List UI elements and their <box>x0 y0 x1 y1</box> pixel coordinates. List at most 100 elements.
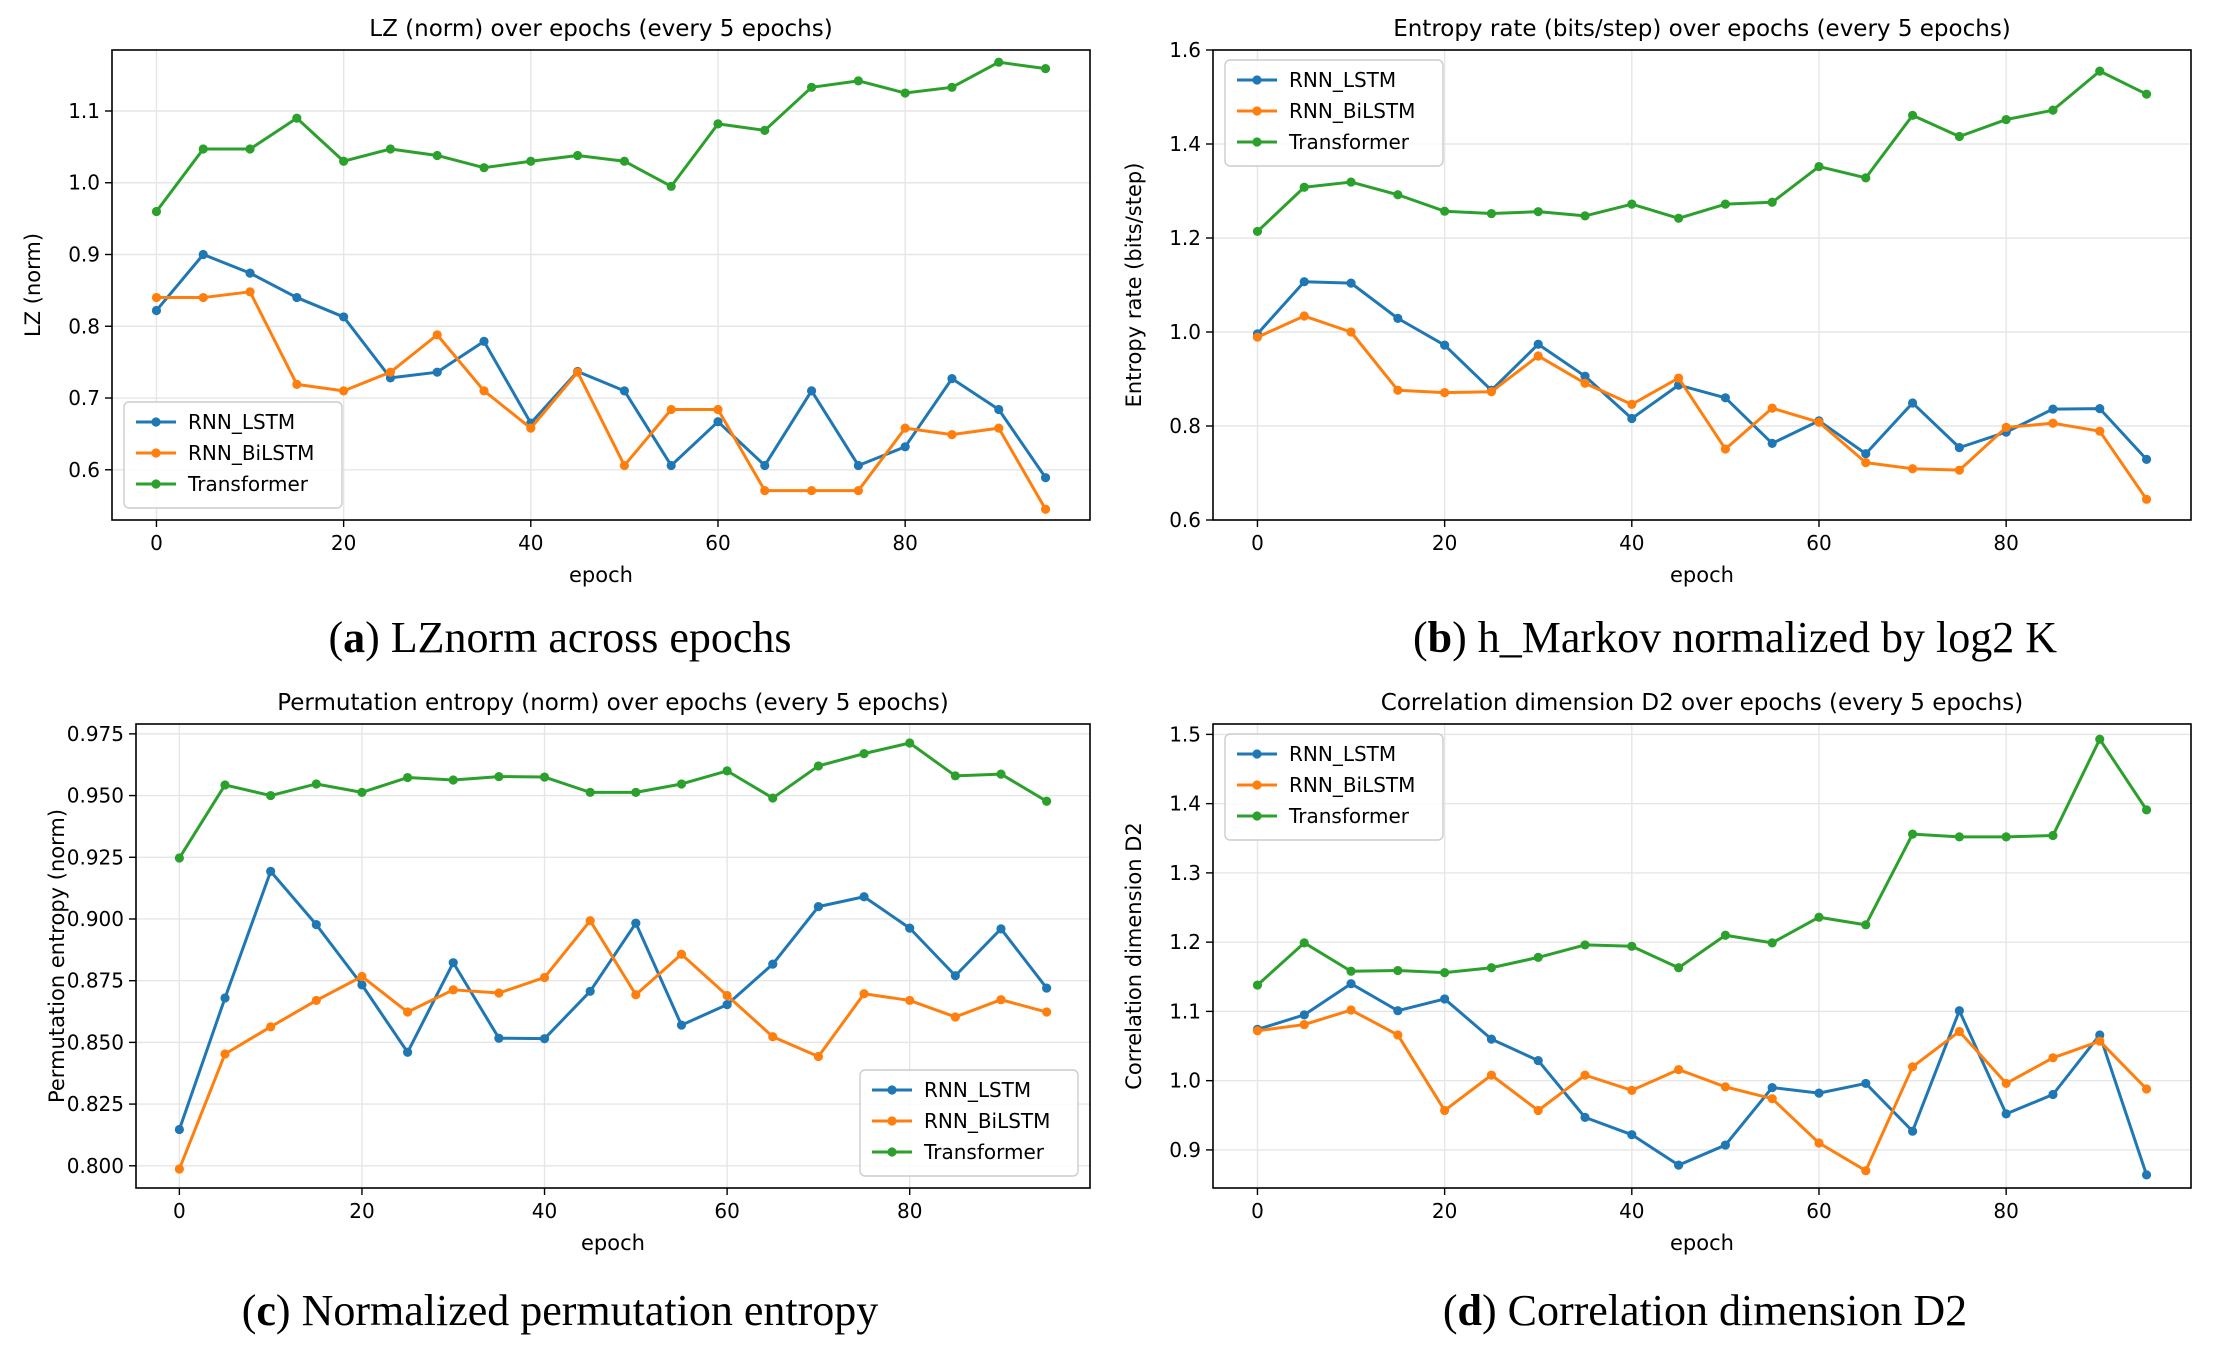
chart-title: Entropy rate (bits/step) over epochs (ev… <box>1393 16 2011 42</box>
data-point-rnn-bilstm <box>994 423 1004 433</box>
data-point-transformer <box>905 738 915 748</box>
data-point-transformer <box>1674 963 1684 973</box>
data-point-rnn-bilstm <box>1252 1026 1263 1036</box>
data-point-transformer <box>448 775 458 785</box>
data-point-transformer <box>245 144 255 154</box>
caption-paren-open: ( <box>242 1286 257 1335</box>
data-point-rnn-bilstm <box>2141 494 2152 504</box>
data-point-rnn-lstm <box>174 1124 184 1135</box>
data-point-rnn-bilstm <box>1674 373 1684 383</box>
data-point-transformer <box>1346 966 1356 976</box>
data-point-transformer <box>311 779 321 789</box>
caption-text: Correlation dimension D2 <box>1497 1286 1968 1335</box>
data-point-transformer <box>357 787 367 797</box>
data-point-rnn-lstm <box>539 1034 550 1044</box>
data-point-transformer <box>1346 177 1356 187</box>
data-point-rnn-bilstm <box>174 1164 184 1174</box>
data-point-rnn-lstm <box>1907 398 1918 408</box>
data-point-transformer <box>1767 197 1777 207</box>
data-point-rnn-lstm <box>768 959 778 969</box>
data-point-rnn-lstm <box>1393 313 1403 323</box>
plot-frame <box>1212 723 2192 1189</box>
data-point-transformer <box>1486 963 1497 973</box>
data-point-rnn-lstm <box>1346 278 1356 288</box>
legend-marker <box>887 1085 897 1095</box>
data-point-rnn-lstm <box>494 1033 504 1043</box>
data-point-rnn-lstm <box>2048 404 2058 414</box>
data-point-transformer <box>479 163 489 173</box>
data-point-rnn-bilstm <box>950 1012 960 1022</box>
legend-label: Transformer <box>187 472 309 496</box>
data-point-transformer <box>198 144 208 154</box>
data-point-rnn-lstm <box>996 924 1006 934</box>
data-point-transformer <box>619 156 629 166</box>
data-point-rnn-bilstm <box>760 485 770 496</box>
chart-panel-d: 0 20 40 60 80 0.9 1.0 1.1 1.2 1.3 1.4 1.5 Correlatio… <box>1122 690 2192 1335</box>
data-point-transformer <box>666 181 676 191</box>
data-point-rnn-bilstm <box>1954 465 1964 475</box>
data-point-rnn-lstm <box>666 460 676 471</box>
data-point-transformer <box>1767 938 1777 948</box>
series-line-transformer <box>155 60 1046 213</box>
data-point-rnn-bilstm <box>1767 403 1777 413</box>
x-tick-label: 80 <box>1993 531 2018 555</box>
data-point-rnn-bilstm <box>1440 1105 1450 1116</box>
chart-title: Correlation dimension D2 over epochs (ev… <box>1381 690 2023 716</box>
x-axis-label: epoch <box>1670 563 1734 587</box>
legend-label: RNN_LSTM <box>1289 68 1396 92</box>
data-point-rnn-lstm <box>2095 404 2105 414</box>
x-axis-label: epoch <box>581 1231 645 1255</box>
y-tick-label: 0.900 <box>67 907 124 931</box>
y-tick-label: 1.1 <box>68 99 100 123</box>
data-point-rnn-bilstm <box>1042 1007 1052 1017</box>
y-tick-label: 0.825 <box>67 1092 124 1116</box>
data-point-rnn-lstm <box>1954 443 1964 453</box>
data-point-transformer <box>2141 805 2152 815</box>
y-tick-label: 0.6 <box>68 458 100 482</box>
data-point-transformer <box>1954 131 1964 142</box>
data-point-rnn-bilstm <box>357 971 367 982</box>
data-point-rnn-lstm <box>151 305 162 316</box>
data-point-rnn-bilstm <box>245 287 255 297</box>
x-tick-label: 60 <box>1806 1199 1831 1223</box>
data-point-rnn-bilstm <box>198 292 208 303</box>
data-point-transformer <box>1393 965 1403 976</box>
data-point-transformer <box>1627 199 1637 209</box>
data-point-rnn-lstm <box>1861 449 1871 459</box>
data-point-transformer <box>1042 796 1052 806</box>
data-point-rnn-lstm <box>2048 1089 2058 1100</box>
panel-caption: (a) LZnorm across epochs <box>328 613 791 662</box>
data-point-transformer <box>174 853 184 863</box>
legend: RNN_LSTM RNN_BiLSTM Transformer <box>1224 733 1444 841</box>
data-point-transformer <box>1720 930 1730 940</box>
x-tick-label: 20 <box>349 1199 374 1223</box>
legend-label: RNN_LSTM <box>188 410 295 434</box>
data-point-rnn-bilstm <box>1252 332 1263 342</box>
legend-label: RNN_BiLSTM <box>924 1109 1050 1133</box>
data-point-transformer <box>1627 941 1637 951</box>
y-tick-label: 0.850 <box>67 1030 124 1054</box>
caption-letter: c <box>256 1286 276 1335</box>
data-point-rnn-bilstm <box>2141 1084 2152 1094</box>
data-point-transformer <box>1907 110 1918 120</box>
legend-marker <box>1252 75 1262 85</box>
data-point-transformer <box>1252 226 1263 237</box>
data-point-transformer <box>1814 161 1824 172</box>
legend-marker <box>151 479 161 489</box>
data-point-rnn-lstm <box>1580 371 1590 381</box>
data-point-rnn-bilstm <box>806 485 817 496</box>
data-point-rnn-lstm <box>432 367 442 377</box>
data-point-transformer <box>573 150 583 161</box>
data-point-rnn-bilstm <box>1440 388 1450 398</box>
caption-letter: a <box>343 613 365 662</box>
panel-caption: (b) h_Markov normalized by log2 K <box>1413 613 2057 662</box>
data-point-rnn-bilstm <box>1954 1026 1964 1037</box>
data-point-transformer <box>853 76 863 86</box>
x-tick-label: 40 <box>1619 1199 1644 1223</box>
legend: RNN_LSTM RNN_BiLSTM Transformer <box>1224 59 1444 167</box>
legend-label: RNN_LSTM <box>1289 742 1396 766</box>
data-point-rnn-lstm <box>585 986 595 996</box>
data-point-rnn-bilstm <box>151 292 162 303</box>
data-point-transformer <box>1580 940 1590 950</box>
data-point-rnn-bilstm <box>573 367 583 377</box>
